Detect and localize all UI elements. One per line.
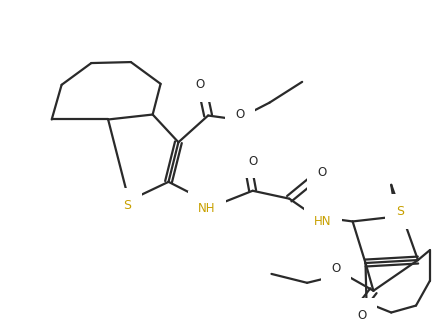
Text: O: O [317, 167, 327, 179]
Text: NH: NH [198, 202, 216, 215]
Text: O: O [248, 155, 257, 168]
Text: O: O [235, 108, 244, 121]
Text: O: O [195, 78, 205, 91]
Text: HN: HN [314, 215, 332, 228]
Text: O: O [357, 309, 366, 322]
Text: O: O [331, 262, 340, 275]
Text: S: S [123, 199, 131, 212]
Text: S: S [396, 205, 404, 218]
